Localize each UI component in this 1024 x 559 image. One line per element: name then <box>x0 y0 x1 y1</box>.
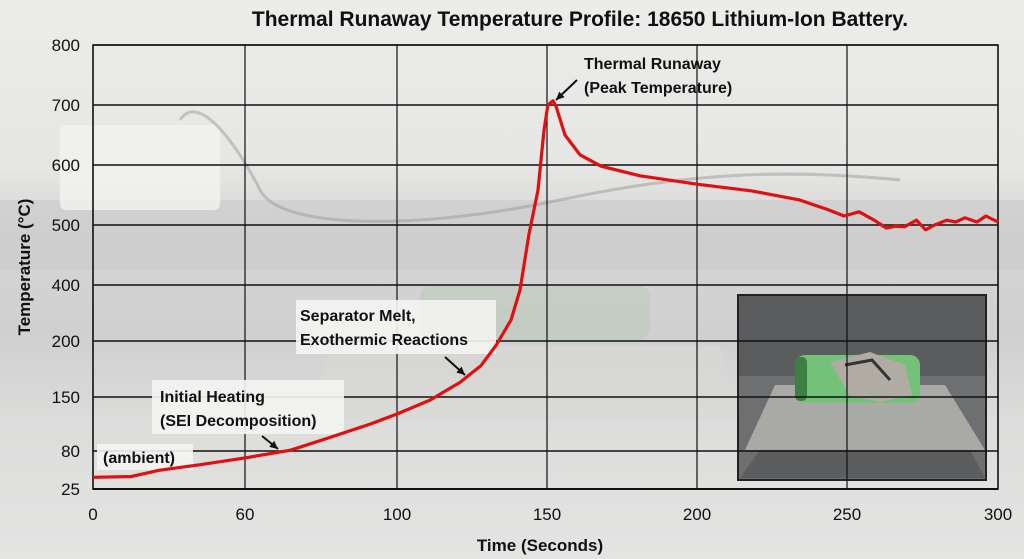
annotation: Thermal Runaway (Peak Temperature) <box>555 56 732 101</box>
x-tick-labels: 0 60 100 150 200 250 300 <box>88 505 1012 524</box>
y-tick-label: 25 <box>61 480 80 499</box>
x-tick-label: 250 <box>833 505 861 524</box>
plot-frame <box>92 44 999 490</box>
x-tick-label: 300 <box>984 505 1012 524</box>
arrowhead-icon <box>269 440 278 449</box>
annotations: Thermal Runaway (Peak Temperature) Separat… <box>97 56 732 470</box>
annotation: Separator Melt, Exothermic Reactions <box>296 300 496 376</box>
x-tick-label: 100 <box>383 505 411 524</box>
annotation: (ambient) <box>97 444 193 470</box>
annotation-box <box>296 300 496 354</box>
x-axis-label: Time (Seconds) <box>477 536 603 555</box>
y-tick-label: 150 <box>52 388 80 407</box>
x-tick-label: 150 <box>533 505 561 524</box>
y-tick-label: 400 <box>52 276 80 295</box>
annotation-text: Initial Heating <box>160 389 265 406</box>
annotation-text: Thermal Runaway <box>584 56 721 73</box>
y-tick-label: 500 <box>52 216 80 235</box>
annotation-text: Separator Melt, <box>300 308 416 325</box>
y-axis-label: Temperature (°C) <box>15 199 34 336</box>
y-tick-label: 700 <box>52 96 80 115</box>
y-tick-label: 80 <box>61 442 80 461</box>
annotation-box <box>152 380 344 434</box>
annotation-text: (Peak Temperature) <box>584 80 732 97</box>
inset-photo <box>737 294 987 481</box>
y-tick-label: 600 <box>52 156 80 175</box>
x-tick-label: 0 <box>88 505 97 524</box>
background-photo <box>0 110 1024 420</box>
annotation-text: (SEI Decomposition) <box>160 413 316 430</box>
series-line <box>92 99 999 479</box>
y-tick-label: 200 <box>52 332 80 351</box>
y-tick-labels: 25 80 150 200 400 500 600 700 800 <box>52 36 80 499</box>
y-tick-label: 800 <box>52 36 80 55</box>
arrowhead-icon <box>456 366 465 375</box>
x-tick-label: 60 <box>236 505 255 524</box>
annotation-text: Exothermic Reactions <box>300 332 468 349</box>
arrowhead-icon <box>556 91 565 100</box>
annotation-text: (ambient) <box>103 450 175 467</box>
chart-title: Thermal Runaway Temperature Profile: 186… <box>252 8 908 31</box>
annotation-box <box>97 444 193 470</box>
annotation: Initial Heating (SEI Decomposition) <box>152 380 344 450</box>
x-tick-label: 200 <box>683 505 711 524</box>
